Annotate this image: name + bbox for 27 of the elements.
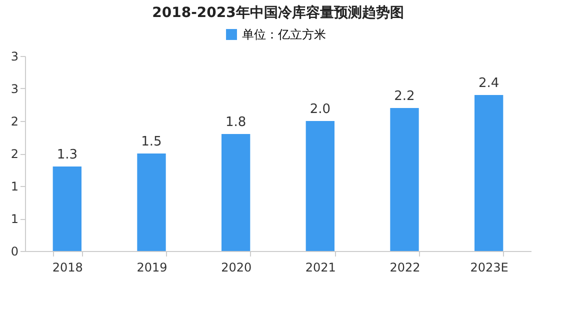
x-tick-label: 2021 <box>305 260 336 274</box>
y-tick-label: 2 <box>10 147 18 161</box>
x-tick-label: 2018 <box>52 260 83 274</box>
text: 2.0 <box>310 102 331 117</box>
text: 1.8 <box>225 115 246 130</box>
bar <box>306 121 335 251</box>
chart-title: 2018-2023年中国冷库容量预测趋势图 <box>152 4 404 21</box>
y-tick-label: 3 <box>10 50 18 64</box>
bar <box>52 166 82 251</box>
y-tick-label: 1 <box>10 180 18 194</box>
y-tick-label: 0 <box>10 244 18 258</box>
bar <box>221 134 250 251</box>
bar <box>137 154 166 251</box>
x-tick-label: 2020 <box>221 260 252 274</box>
bar <box>474 95 504 251</box>
text: 2.2 <box>394 89 415 104</box>
x-tick-label: 2019 <box>136 260 168 274</box>
y-tick-label: 3 <box>10 82 18 96</box>
y-tick-label: 2 <box>10 114 18 128</box>
text: 2.4 <box>478 76 500 91</box>
x-tick-label: 2022 <box>390 260 420 274</box>
legend-label: 单位：亿立方米 <box>242 28 326 42</box>
text: 1.5 <box>141 134 162 150</box>
x-tick-label: 2023E <box>470 260 508 274</box>
text: 1.3 <box>56 148 78 162</box>
bar <box>390 108 419 251</box>
y-tick-label: 1 <box>10 212 18 226</box>
